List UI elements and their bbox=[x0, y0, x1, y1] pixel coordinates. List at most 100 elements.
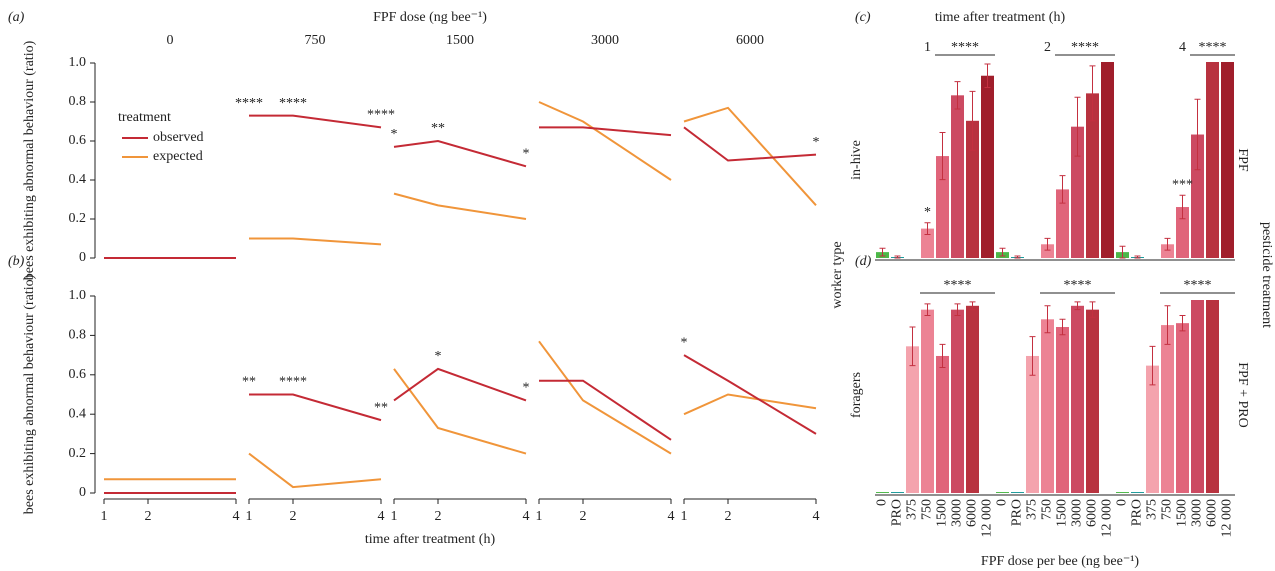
facet-title: 3000 bbox=[591, 33, 619, 48]
legend-label: expected bbox=[153, 149, 203, 164]
error-bar bbox=[1134, 255, 1141, 259]
bar bbox=[1071, 126, 1084, 259]
bar bbox=[1071, 305, 1084, 493]
x-tick-label: 2 bbox=[145, 509, 152, 524]
x-tick-label: 2 bbox=[290, 509, 297, 524]
x-tick-label: 375 bbox=[905, 499, 920, 520]
bar bbox=[1161, 244, 1174, 258]
treatment-label: FPF + PRO bbox=[1235, 362, 1250, 428]
x-tick-label: 6000 bbox=[1085, 499, 1100, 527]
y-tick-label: 0.2 bbox=[69, 211, 87, 226]
y-tick-label: 0.6 bbox=[69, 367, 87, 382]
bar bbox=[1056, 327, 1069, 493]
x-tick-label: 4 bbox=[378, 509, 385, 524]
bar bbox=[906, 346, 919, 493]
y-tick-label: 0.2 bbox=[69, 446, 87, 461]
y-axis-title: bees exhibiting abnormal behaviour (rati… bbox=[22, 40, 37, 280]
error-bar bbox=[1164, 237, 1171, 251]
bar bbox=[951, 95, 964, 258]
row-label: foragers bbox=[849, 372, 864, 418]
facet-title: 6000 bbox=[736, 33, 764, 48]
x-tick-label: 1 bbox=[246, 509, 253, 524]
series-line bbox=[393, 139, 527, 168]
bar bbox=[996, 492, 1009, 493]
panel-label: (b) bbox=[8, 254, 25, 269]
series-line bbox=[538, 101, 672, 181]
bar bbox=[1116, 492, 1129, 493]
significance-label: **** bbox=[1064, 278, 1092, 293]
x-axis-title: time after treatment (h) bbox=[365, 532, 496, 547]
facet-title: 0 bbox=[167, 33, 174, 48]
error-bar bbox=[1164, 305, 1171, 345]
y-tick-label: 0 bbox=[79, 250, 86, 265]
x-tick-label: 4 bbox=[813, 509, 820, 524]
bar bbox=[936, 156, 949, 258]
x-tick-label: 1500 bbox=[935, 499, 950, 527]
x-tick-label: 750 bbox=[1160, 499, 1175, 520]
bar bbox=[1041, 319, 1054, 493]
significance-label: * bbox=[523, 381, 530, 396]
bar bbox=[876, 492, 889, 493]
x-tick-label: 3000 bbox=[1070, 499, 1085, 527]
series-line bbox=[683, 106, 817, 207]
significance-label: * bbox=[924, 205, 931, 220]
x-tick-label: 0 bbox=[1115, 499, 1130, 506]
facet-title: 1 bbox=[924, 40, 931, 55]
bar bbox=[966, 305, 979, 493]
error-bar bbox=[1014, 255, 1021, 259]
x-tick-label: 1 bbox=[681, 509, 688, 524]
error-bar bbox=[924, 303, 931, 316]
series-line bbox=[683, 354, 817, 435]
error-bar bbox=[1044, 237, 1051, 251]
bar bbox=[1086, 93, 1099, 258]
series-line bbox=[683, 126, 817, 162]
error-bar bbox=[954, 81, 961, 110]
x-tick-label: PRO bbox=[1130, 499, 1145, 526]
bar bbox=[1011, 492, 1024, 493]
bar bbox=[1221, 62, 1234, 258]
bar bbox=[1176, 207, 1189, 258]
series-line bbox=[683, 393, 817, 416]
x-tick-label: 375 bbox=[1025, 499, 1040, 520]
row-label: in-hive bbox=[849, 140, 864, 180]
treatment-label: FPF bbox=[1235, 148, 1250, 172]
x-tick-label: 375 bbox=[1145, 499, 1160, 520]
x-tick-label: 1500 bbox=[1175, 499, 1190, 527]
facet-title: 4 bbox=[1179, 40, 1186, 55]
facet-title: 2 bbox=[1044, 40, 1051, 55]
error-bar bbox=[879, 247, 886, 257]
x-tick-label: 0 bbox=[995, 499, 1010, 506]
significance-label: **** bbox=[279, 96, 307, 111]
bar bbox=[1206, 62, 1219, 258]
error-bar bbox=[1074, 96, 1081, 157]
x-tick-label: 750 bbox=[1040, 499, 1055, 520]
error-bar bbox=[924, 222, 931, 235]
bar bbox=[1026, 355, 1039, 493]
bar bbox=[921, 228, 934, 258]
error-bar bbox=[1179, 194, 1186, 220]
bar bbox=[891, 492, 904, 493]
significance-label: **** bbox=[1199, 40, 1227, 55]
y-tick-label: 0.8 bbox=[69, 328, 87, 343]
panel-label: (c) bbox=[855, 10, 871, 25]
significance-label: **** bbox=[1071, 40, 1099, 55]
error-bar bbox=[1089, 301, 1096, 318]
series-line bbox=[393, 192, 527, 220]
chart-title: time after treatment (h) bbox=[935, 10, 1066, 25]
y-axis-title: bees exhibiting abnormal behaviour (rati… bbox=[22, 274, 37, 514]
significance-label: ** bbox=[242, 375, 256, 390]
significance-label: * bbox=[391, 127, 398, 142]
x-tick-label: 4 bbox=[233, 509, 240, 524]
significance-label: **** bbox=[944, 278, 972, 293]
series-line bbox=[539, 379, 672, 441]
significance-label: * bbox=[523, 147, 530, 162]
error-bar bbox=[1029, 336, 1036, 376]
error-bar bbox=[1059, 318, 1066, 336]
error-bar bbox=[1089, 65, 1096, 122]
error-bar bbox=[999, 247, 1006, 257]
x-tick-label: 4 bbox=[668, 509, 675, 524]
x-tick-label: 4 bbox=[523, 509, 530, 524]
bar bbox=[1191, 134, 1204, 258]
error-bar bbox=[969, 90, 976, 151]
x-tick-label: 2 bbox=[435, 509, 442, 524]
